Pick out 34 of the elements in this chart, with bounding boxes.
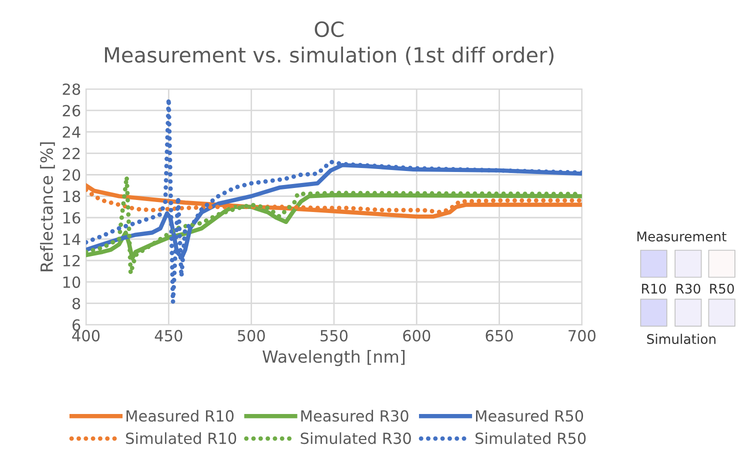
x-tick-label: 450 bbox=[154, 330, 182, 342]
y-axis-title: Reflectance [%] bbox=[40, 142, 55, 272]
legend-label: Measured R10 bbox=[126, 410, 234, 422]
x-tick-label: 600 bbox=[403, 330, 430, 342]
legend-label: Measured R50 bbox=[476, 410, 584, 422]
legend-label: Measured R30 bbox=[301, 410, 408, 422]
legend-label: Simulated R10 bbox=[126, 432, 236, 444]
y-tick-label: 16 bbox=[63, 212, 80, 224]
text: R50 bbox=[710, 284, 734, 294]
x-tick-label: 650 bbox=[486, 330, 513, 342]
text: Simulation bbox=[647, 334, 716, 344]
y-tick-label: 6 bbox=[72, 319, 80, 331]
chart-title: OC bbox=[314, 21, 344, 38]
text: R30 bbox=[676, 284, 700, 294]
x-axis-title: Wavelength [nm] bbox=[262, 350, 405, 366]
legend-label: Simulated R30 bbox=[300, 432, 411, 444]
text: Measurement bbox=[637, 232, 726, 242]
y-tick-label: 12 bbox=[63, 254, 80, 266]
y-tick-label: 28 bbox=[62, 83, 80, 96]
chart-subtitle: Measurement vs. simulation (1st diff order) bbox=[105, 46, 554, 66]
y-tick-label: 20 bbox=[62, 169, 80, 181]
x-tick-label: 550 bbox=[320, 330, 348, 342]
x-tick-label: 700 bbox=[568, 330, 596, 342]
x-tick-label: 400 bbox=[72, 330, 100, 342]
legend-label: Simulated R50 bbox=[476, 432, 586, 444]
y-tick-label: 26 bbox=[62, 104, 80, 116]
y-tick-label: 24 bbox=[62, 126, 80, 138]
y-tick-label: 8 bbox=[72, 298, 80, 310]
y-tick-label: 10 bbox=[63, 276, 80, 288]
text: R10 bbox=[642, 284, 666, 294]
y-tick-label: 18 bbox=[63, 190, 80, 202]
y-tick-label: 22 bbox=[62, 148, 80, 160]
y-tick-label: 14 bbox=[63, 234, 80, 245]
x-tick-label: 500 bbox=[238, 330, 265, 342]
